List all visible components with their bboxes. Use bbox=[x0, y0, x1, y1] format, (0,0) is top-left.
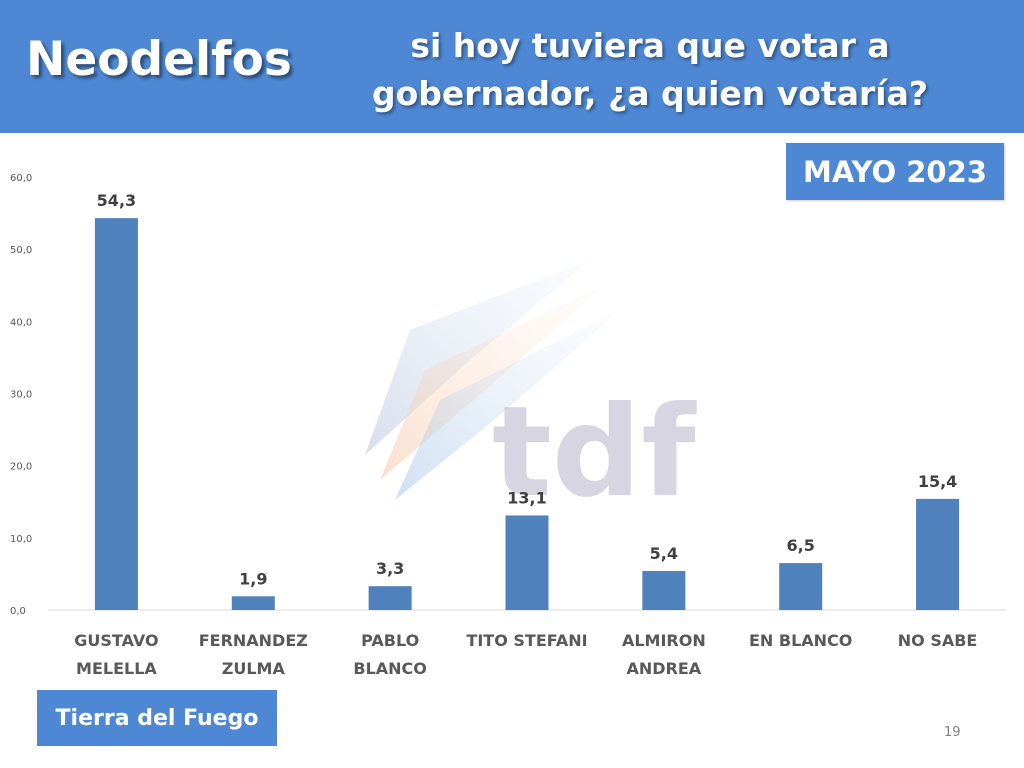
bar-value-label: 1,9 bbox=[239, 569, 267, 588]
y-axis: 0,0 10,0 20,0 30,0 40,0 50,0 60,0 bbox=[10, 173, 32, 617]
bar bbox=[231, 596, 275, 610]
region-badge: Tierra del Fuego bbox=[37, 690, 277, 746]
category-label-line: TITO STEFANI bbox=[466, 631, 587, 650]
date-badge: MAYO 2023 bbox=[786, 143, 1004, 200]
y-tick-label: 10,0 bbox=[10, 534, 32, 545]
bar-value-label: 13,1 bbox=[507, 488, 546, 507]
header-banner: Neodelfos si hoy tuviera que votar a gob… bbox=[0, 0, 1024, 133]
bar bbox=[779, 563, 823, 610]
category-label-line: BLANCO bbox=[353, 659, 427, 678]
bars bbox=[94, 218, 960, 610]
category-label-line: EN BLANCO bbox=[749, 631, 852, 650]
page-number: 19 bbox=[944, 725, 961, 740]
category-label: FERNANDEZ ZULMA bbox=[199, 631, 308, 678]
category-label: ALMIRON ANDREA bbox=[622, 631, 706, 678]
bar bbox=[505, 515, 549, 610]
y-tick-label: 60,0 bbox=[10, 173, 32, 184]
y-tick-label: 40,0 bbox=[10, 317, 32, 328]
watermark-swoosh-lightblue bbox=[395, 310, 620, 500]
category-label: TITO STEFANI bbox=[466, 631, 587, 650]
y-tick-label: 30,0 bbox=[10, 390, 32, 401]
survey-question: si hoy tuviera que votar a gobernador, ¿… bbox=[350, 22, 950, 118]
bar bbox=[642, 571, 686, 610]
category-label-line: ALMIRON bbox=[622, 631, 706, 650]
category-label: GUSTAVO MELELLA bbox=[74, 631, 158, 678]
tdf-watermark-logo: tdf bbox=[365, 260, 697, 510]
category-label-line: ANDREA bbox=[627, 659, 702, 678]
y-tick-label: 50,0 bbox=[10, 245, 32, 256]
category-label-line: ZULMA bbox=[222, 659, 286, 678]
bar-value-label: 6,5 bbox=[787, 536, 815, 555]
bar-value-label: 15,4 bbox=[918, 472, 957, 491]
bar-value-label: 3,3 bbox=[376, 559, 404, 578]
category-label-line: MELELLA bbox=[76, 659, 157, 678]
category-label-line: GUSTAVO bbox=[74, 631, 158, 650]
data-labels: 54,3 1,9 3,3 13,1 5,4 6,5 15,4 bbox=[97, 191, 958, 588]
brand-title: Neodelfos bbox=[26, 32, 292, 87]
bar bbox=[368, 586, 412, 610]
y-tick-label: 0,0 bbox=[10, 606, 26, 617]
bar bbox=[916, 498, 960, 610]
category-label-line: NO SABE bbox=[898, 631, 978, 650]
watermark-text: tdf bbox=[492, 380, 697, 510]
bar bbox=[94, 218, 138, 610]
y-tick-label: 20,0 bbox=[10, 462, 32, 473]
bar-value-label: 5,4 bbox=[650, 544, 678, 563]
category-label-line: PABLO bbox=[361, 631, 419, 650]
category-labels: GUSTAVO MELELLA FERNANDEZ ZULMA PABLO BLANCO T… bbox=[74, 631, 977, 678]
category-label: NO SABE bbox=[898, 631, 978, 650]
category-label: EN BLANCO bbox=[749, 631, 852, 650]
category-label: PABLO BLANCO bbox=[353, 631, 427, 678]
bar-value-label: 54,3 bbox=[97, 191, 136, 210]
survey-question-line-1: si hoy tuviera que votar a bbox=[410, 26, 890, 65]
category-label-line: FERNANDEZ bbox=[199, 631, 308, 650]
survey-question-line-2: gobernador, ¿a quien votaría? bbox=[372, 74, 928, 113]
watermark-swoosh-blue bbox=[365, 260, 590, 455]
